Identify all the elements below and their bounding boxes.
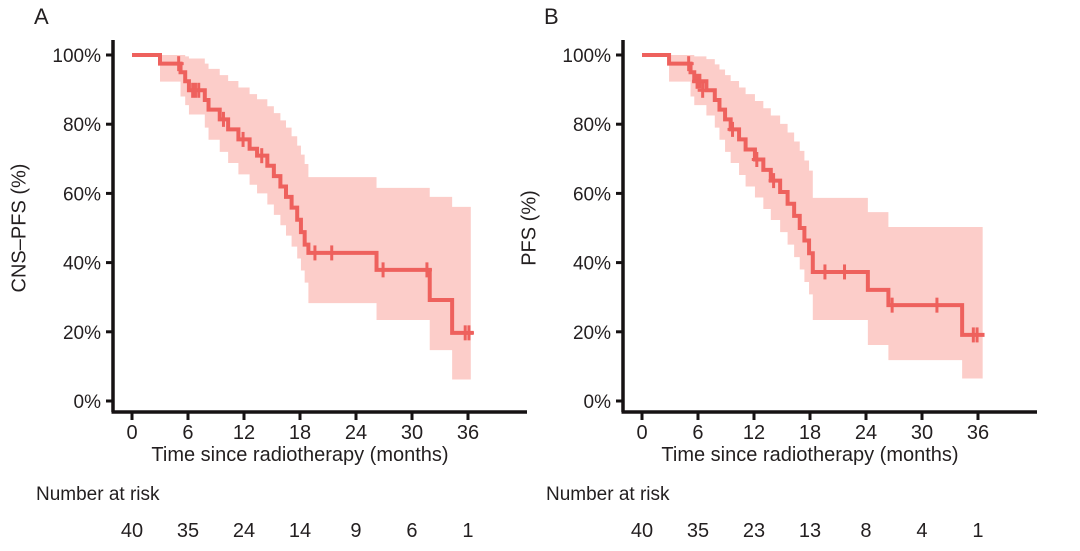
panel-a-x-axis-title: Time since radiotherapy (months) <box>151 444 449 466</box>
x-tick-label: 36 <box>967 422 989 444</box>
panel-a-label: A <box>34 4 49 29</box>
y-tick-label: 60% <box>63 184 101 205</box>
y-tick-label: 100% <box>562 46 611 67</box>
km-panel-a: 100% 80% 60% 40% 20% 0% 0 40 6 35 12 24 18 14 24 9 30 6 36… <box>52 40 527 542</box>
confidence-band <box>669 55 983 379</box>
risk-count: 23 <box>743 520 765 542</box>
risk-count: 8 <box>860 520 871 542</box>
risk-count: 40 <box>121 520 143 542</box>
risk-count: 13 <box>799 520 821 542</box>
risk-count: 35 <box>177 520 199 542</box>
panel-b: B PFS (%) Time since radiotherapy (month… <box>510 0 1050 551</box>
panel-a-number-at-risk-label: Number at risk <box>36 484 160 505</box>
risk-count: 40 <box>631 520 653 542</box>
risk-count: 24 <box>233 520 255 542</box>
y-tick-label: 60% <box>573 184 611 205</box>
x-tick-label: 0 <box>126 422 137 444</box>
km-panel-b: 100% 80% 60% 40% 20% 0% 0 40 6 35 12 23 18 13 24 8 30 4 36… <box>562 40 1037 542</box>
x-tick-label: 6 <box>182 422 193 444</box>
x-tick-label: 12 <box>233 422 255 444</box>
y-tick-label: 20% <box>63 323 101 344</box>
y-tick-label: 80% <box>573 115 611 136</box>
x-tick-label: 6 <box>692 422 703 444</box>
x-tick-label: 24 <box>345 422 367 444</box>
risk-count: 35 <box>687 520 709 542</box>
risk-count: 6 <box>406 520 417 542</box>
x-tick-label: 18 <box>289 422 311 444</box>
x-tick-label: 0 <box>636 422 647 444</box>
y-tick-label: 0% <box>584 392 612 413</box>
panel-b-x-axis-title: Time since radiotherapy (months) <box>661 444 959 466</box>
x-tick-label: 18 <box>799 422 821 444</box>
panel-b-number-at-risk-label: Number at risk <box>546 484 670 505</box>
x-tick-label: 36 <box>457 422 479 444</box>
y-tick-label: 0% <box>74 392 102 413</box>
x-tick-label: 24 <box>855 422 877 444</box>
y-tick-label: 40% <box>573 254 611 275</box>
y-tick-label: 80% <box>63 115 101 136</box>
panel-b-label: B <box>544 4 559 29</box>
risk-count: 9 <box>350 520 361 542</box>
risk-count: 4 <box>916 520 927 542</box>
risk-count: 14 <box>289 520 311 542</box>
x-tick-label: 12 <box>743 422 765 444</box>
panel-a: A CNS–PFS (%) Time since radiotherapy (m… <box>9 4 449 505</box>
x-tick-label: 30 <box>401 422 423 444</box>
x-tick-label: 30 <box>911 422 933 444</box>
y-tick-label: 40% <box>63 254 101 275</box>
risk-count: 1 <box>972 520 983 542</box>
risk-count: 1 <box>462 520 473 542</box>
y-tick-label: 100% <box>52 46 101 67</box>
y-tick-label: 20% <box>573 323 611 344</box>
